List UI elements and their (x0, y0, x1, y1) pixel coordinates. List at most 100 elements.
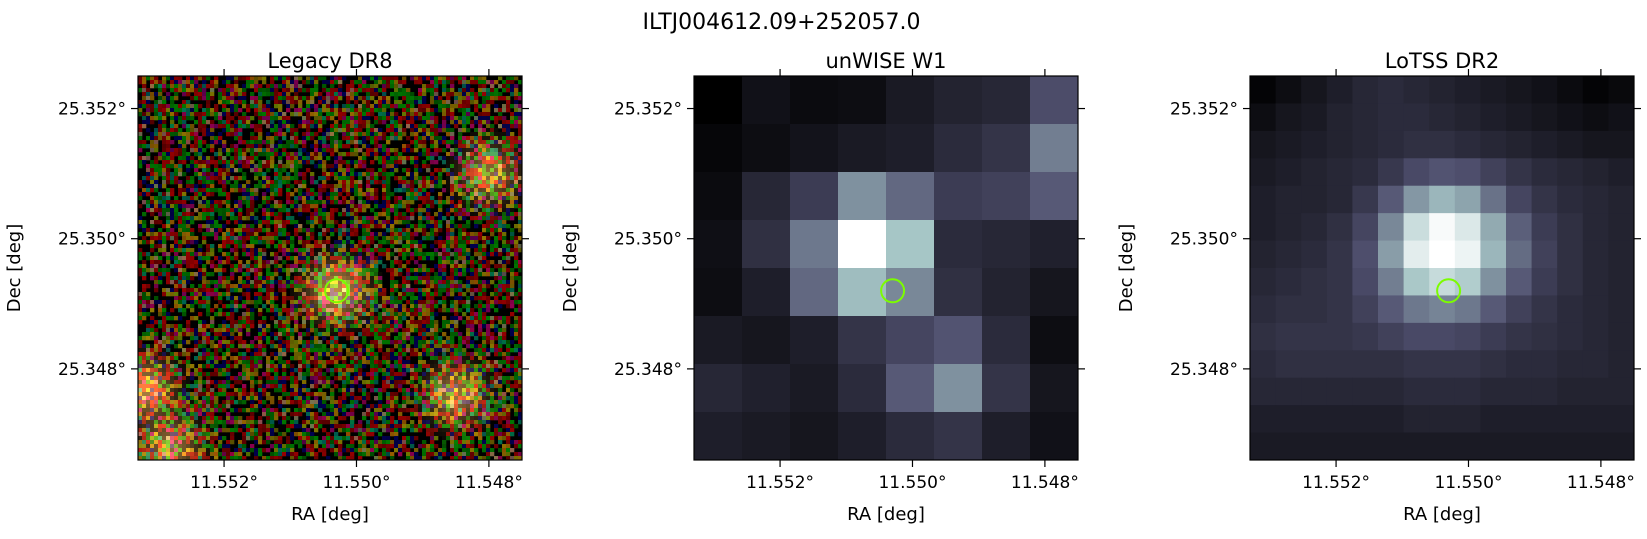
heatmap-cell (1531, 213, 1558, 242)
panel-2: unWISE W1 11.552° 11.550° 11.548° 25.352° 25.… (560, 49, 1085, 525)
heatmap-cell (1608, 240, 1634, 269)
heatmap-cell (1557, 130, 1584, 159)
heatmap-cell (1352, 377, 1379, 406)
heatmap-cell (1480, 268, 1507, 296)
heatmap-cell (1608, 130, 1634, 159)
heatmap-cell (1030, 76, 1078, 125)
heatmap-cell (1608, 268, 1634, 296)
heatmap-cell (1301, 130, 1328, 159)
heatmap-cell (1326, 76, 1353, 104)
heatmap-cell (1378, 295, 1405, 324)
heatmap-cell (1429, 350, 1456, 379)
heatmap-cell (742, 172, 791, 221)
heatmap-cell (886, 172, 935, 221)
heatmap-cell (1582, 295, 1609, 324)
heatmap-cell (1250, 295, 1277, 324)
heatmap-cell (1506, 350, 1533, 379)
panel-3: LoTSS DR2 11.552° 11.550° 11.548° 25.352° 25.… (1116, 49, 1641, 525)
heatmap-cell (1531, 377, 1558, 406)
heatmap-cell (1531, 240, 1558, 269)
heatmap-cell (1403, 103, 1430, 132)
heatmap-cell (1480, 213, 1507, 242)
heatmap-cell (1326, 322, 1353, 351)
heatmap-cell (1275, 268, 1302, 296)
heatmap-cell (1480, 185, 1507, 214)
heatmap-cell (1326, 405, 1353, 434)
heatmap-cell (790, 220, 839, 269)
heatmap-cell (886, 124, 935, 173)
axes-frame (1249, 75, 1635, 461)
heatmap-cell (1557, 405, 1584, 434)
heatmap-cell (1378, 185, 1405, 214)
heatmap-cell (838, 364, 887, 413)
heatmap-cell (1454, 158, 1481, 187)
heatmap-cell (1454, 130, 1481, 159)
heatmap-cell (1608, 213, 1634, 242)
heatmap-cell (1352, 76, 1379, 104)
heatmap-cell (1480, 350, 1507, 379)
heatmap-cell (934, 268, 983, 317)
heatmap-cell (1301, 405, 1328, 434)
heatmap-cell (1480, 405, 1507, 434)
heatmap-cell (1275, 158, 1302, 187)
heatmap-cell (1429, 185, 1456, 214)
heatmap-cell (1429, 377, 1456, 406)
heatmap-cell (742, 124, 791, 173)
heatmap-cell (1301, 158, 1328, 187)
heatmap-cell (1352, 268, 1379, 296)
heatmap-cell (1582, 405, 1609, 434)
target-marker (1436, 278, 1462, 304)
x-tick-label: 11.550° (878, 473, 946, 493)
heatmap-cell (1506, 185, 1533, 214)
heatmap-cell (1030, 364, 1078, 413)
heatmap-cell (1250, 130, 1277, 159)
y-tick-label: 25.348° (614, 360, 682, 380)
heatmap-cell (1378, 268, 1405, 296)
heatmap-cell (1531, 158, 1558, 187)
x-tick-label: 11.552° (1302, 473, 1370, 493)
heatmap-cell (1301, 432, 1328, 460)
heatmap-cell (1480, 103, 1507, 132)
heatmap-cell (1557, 322, 1584, 351)
heatmap-cell (838, 412, 887, 460)
y-tick-label: 25.350° (1170, 230, 1238, 250)
y-tick-label: 25.348° (1170, 360, 1238, 380)
heatmap-cell (1608, 295, 1634, 324)
heatmap-cell (1378, 377, 1405, 406)
heatmap-cell (694, 412, 743, 460)
heatmap-cell (982, 172, 1031, 221)
heatmap-cell (1275, 130, 1302, 159)
heatmap-cell (1608, 405, 1634, 434)
heatmap-cell (1403, 76, 1430, 104)
heatmap-cell (1301, 268, 1328, 296)
heatmap-cell (1326, 350, 1353, 379)
heatmap-cell (1275, 377, 1302, 406)
heatmap-cell (1557, 76, 1584, 104)
image-1 (138, 76, 522, 460)
heatmap-cell (1608, 103, 1634, 132)
heatmap-cell (1326, 158, 1353, 187)
heatmap-cell (1352, 130, 1379, 159)
heatmap-cell (1378, 350, 1405, 379)
heatmap-cell (1403, 405, 1430, 434)
x-tick-label: 11.548° (1567, 473, 1635, 493)
heatmap-cell (1454, 240, 1481, 269)
heatmap-cell (1378, 213, 1405, 242)
y-tick-label: 25.350° (614, 230, 682, 250)
y-tick-label: 25.352° (614, 100, 682, 120)
heatmap-cell (1557, 185, 1584, 214)
heatmap-cell (1352, 185, 1379, 214)
x-axis-label: RA [deg] (1403, 504, 1481, 525)
heatmap-cell (1557, 432, 1584, 460)
heatmap-cell (1378, 130, 1405, 159)
heatmap-cell (1403, 295, 1430, 324)
heatmap-cell (886, 316, 935, 365)
heatmap-cell (934, 316, 983, 365)
heatmap-cell (790, 124, 839, 173)
heatmap-cell (1531, 322, 1558, 351)
heatmap-cell (1275, 213, 1302, 242)
heatmap-cell (886, 268, 935, 317)
heatmap-cell (1454, 213, 1481, 242)
heatmap-cell (1326, 295, 1353, 324)
heatmap-cell (886, 364, 935, 413)
